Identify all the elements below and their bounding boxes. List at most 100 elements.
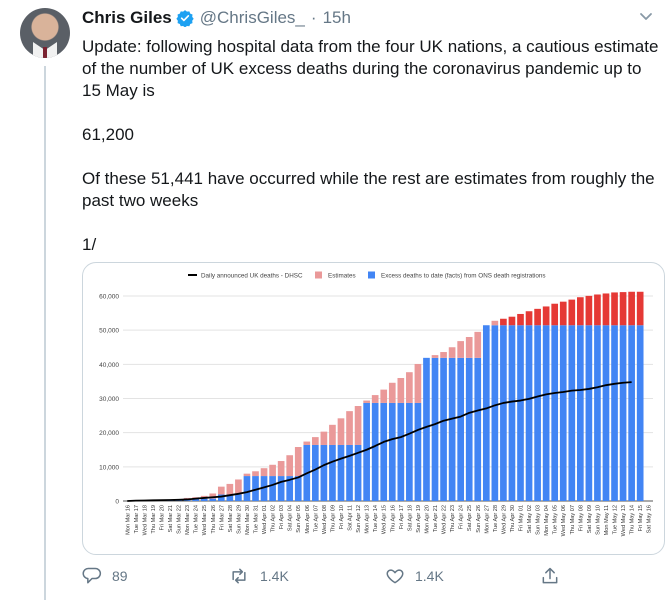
bar-excess-deaths (226, 494, 234, 501)
bar-excess-deaths (534, 325, 541, 501)
bar-excess-deaths (517, 325, 524, 501)
x-tick-label: Wed Apr 08 (322, 505, 328, 534)
x-tick-label: Fri Apr 03 (279, 505, 285, 529)
x-tick-label: Wed Apr 01 (262, 505, 268, 534)
y-tick-label: 0 (115, 499, 119, 506)
bar-excess-deaths (380, 402, 388, 501)
bar-excess-deaths (619, 325, 627, 501)
bar-excess-deaths (235, 494, 242, 501)
legend-label: Excess deaths to date (facts) from ONS d… (381, 272, 546, 279)
bar-estimate (628, 291, 635, 326)
tweet-actions: 89 1.4K 1.4K (82, 566, 562, 588)
bar-estimate (346, 411, 353, 445)
x-tick-label: Wed Apr 15 (382, 505, 388, 534)
x-tick-label: Wed Apr 29 (501, 505, 507, 534)
bar-estimate (388, 382, 396, 403)
y-tick-label: 10,000 (99, 464, 119, 471)
x-tick-label: Thu Mar 26 (211, 505, 217, 534)
bar-estimate (226, 483, 234, 495)
x-tick-label: Thu Apr 23 (450, 505, 456, 532)
timestamp[interactable]: 15h (322, 8, 351, 27)
legend-label: Estimates (328, 272, 356, 279)
x-tick-label: Sun Apr 19 (416, 505, 422, 533)
bar-excess-deaths (363, 402, 370, 501)
bar-excess-deaths (243, 476, 251, 501)
bar-estimate (183, 497, 191, 499)
line-daily-deaths (127, 381, 632, 502)
bar-estimate (320, 431, 328, 445)
x-tick-label: Mon Mar 30 (245, 505, 251, 535)
bar-estimate (414, 363, 422, 403)
bar-estimate (525, 311, 533, 326)
bar-estimate (235, 479, 242, 495)
x-tick-label: Sat May 02 (527, 505, 533, 533)
y-tick-label: 40,000 (99, 362, 119, 369)
retweet-button[interactable]: 1.4K (228, 566, 289, 586)
like-button[interactable]: 1.4K (385, 566, 444, 586)
bar-estimate (611, 292, 618, 326)
x-tick-label: Sun Apr 12 (356, 505, 362, 533)
bar-estimate (534, 308, 541, 326)
x-tick-label: Wed Mar 25 (202, 505, 208, 535)
tweet-media-chart[interactable]: 0 10,000 20,000 30,000 40,000 50,000 60,000 Mon… (82, 262, 665, 555)
bar-estimate (312, 437, 319, 445)
chevron-down-icon[interactable] (638, 8, 654, 29)
x-tick-label: Tue May 12 (613, 505, 619, 534)
bar-excess-deaths (500, 325, 507, 501)
heart-icon (386, 569, 404, 584)
reply-button[interactable]: 89 (82, 566, 128, 586)
excess-deaths-chart: 0 10,000 20,000 30,000 40,000 50,000 60,000 Mon… (99, 271, 653, 536)
y-tick-label: 20,000 (99, 430, 119, 437)
tweet-header: Chris Giles @ChrisGiles_ · 15h (82, 8, 351, 28)
retweet-count: 1.4K (260, 568, 289, 584)
bar-excess-deaths (628, 325, 635, 501)
tweet-body: Update: following hospital data from the… (82, 36, 662, 256)
x-tick-label: Mon May 11 (604, 505, 610, 535)
bar-estimate (431, 355, 439, 358)
bar-estimate (619, 292, 627, 326)
x-tick-label: Sat Apr 18 (407, 505, 413, 531)
bar-excess-deaths (440, 357, 447, 501)
bar-estimate (363, 400, 370, 403)
legend-swatch-box (315, 271, 322, 279)
bar-estimate (568, 299, 576, 326)
bar-excess-deaths (491, 325, 499, 501)
bar-estimate (491, 320, 499, 326)
bar-excess-deaths (277, 476, 285, 501)
bar-estimate (457, 341, 464, 358)
author-handle[interactable]: @ChrisGiles_ (199, 8, 305, 27)
bar-estimate (465, 337, 473, 358)
x-tick-label: Thu May 07 (570, 505, 576, 535)
bar-estimate (559, 301, 567, 326)
bar-excess-deaths (252, 476, 259, 501)
bar-estimate (440, 352, 447, 358)
reply-icon (82, 567, 102, 584)
tweet-text-line: Update: following hospital data from the… (82, 37, 659, 100)
x-tick-label: Tue Mar 31 (254, 505, 260, 533)
bar-estimate (594, 294, 601, 326)
bar-estimate (269, 464, 276, 477)
x-tick-label: Sat Apr 25 (467, 505, 473, 531)
bar-excess-deaths (508, 325, 516, 501)
x-tick-label: Sat Apr 11 (348, 505, 354, 531)
x-tick-label: Sun Apr 26 (476, 505, 482, 533)
x-tick-label: Thu May 14 (630, 505, 636, 535)
author-name[interactable]: Chris Giles (82, 8, 172, 27)
avatar[interactable] (20, 8, 70, 58)
x-tick-label: Wed May 06 (561, 505, 567, 536)
bar-excess-deaths (320, 444, 328, 501)
x-tick-label: Thu Apr 16 (390, 505, 396, 532)
bar-excess-deaths (423, 357, 430, 501)
x-tick-label: Fri Apr 17 (399, 505, 405, 529)
x-tick-label: Fri Mar 20 (159, 505, 165, 531)
share-button[interactable] (540, 566, 560, 586)
x-tick-label: Tue Apr 28 (493, 505, 499, 532)
x-tick-label: Mon Mar 23 (185, 505, 191, 535)
bar-excess-deaths (371, 402, 379, 501)
x-tick-label: Sat May 16 (647, 505, 653, 533)
bar-estimate (294, 447, 302, 477)
bar-excess-deaths (577, 325, 584, 501)
bar-excess-deaths (559, 325, 567, 501)
bar-excess-deaths (286, 476, 294, 501)
bar-excess-deaths (457, 357, 464, 501)
